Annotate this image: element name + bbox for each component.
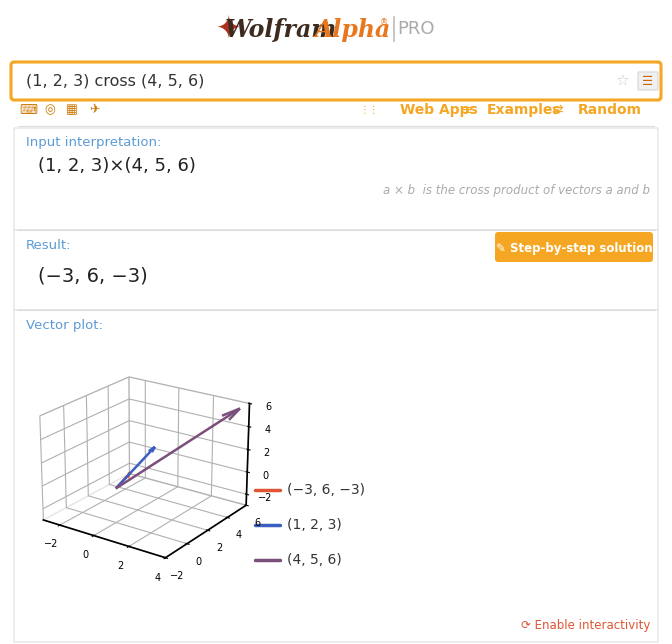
Text: (1, 2, 3): (1, 2, 3) bbox=[287, 518, 342, 532]
Text: ®: ® bbox=[380, 19, 388, 28]
Text: (4, 5, 6): (4, 5, 6) bbox=[287, 553, 342, 567]
FancyBboxPatch shape bbox=[14, 128, 658, 230]
Text: PRO: PRO bbox=[397, 20, 435, 38]
Text: Examples: Examples bbox=[487, 103, 562, 117]
Text: ☰: ☰ bbox=[642, 75, 654, 88]
FancyBboxPatch shape bbox=[14, 310, 658, 642]
Text: ⟳ Enable interactivity: ⟳ Enable interactivity bbox=[521, 620, 650, 632]
Text: ⇄: ⇄ bbox=[551, 103, 563, 117]
Text: ✎ Step-by-step solution: ✎ Step-by-step solution bbox=[496, 242, 653, 254]
Text: (1, 2, 3) cross (4, 5, 6): (1, 2, 3) cross (4, 5, 6) bbox=[26, 73, 204, 88]
Text: Wolfram: Wolfram bbox=[225, 18, 337, 42]
Text: ▦: ▦ bbox=[66, 104, 78, 117]
Text: ≡: ≡ bbox=[460, 103, 472, 117]
FancyBboxPatch shape bbox=[0, 0, 672, 58]
Text: Alpha: Alpha bbox=[315, 18, 391, 42]
Text: (−3, 6, −3): (−3, 6, −3) bbox=[38, 267, 148, 285]
Text: Vector plot:: Vector plot: bbox=[26, 319, 103, 332]
Text: Input interpretation:: Input interpretation: bbox=[26, 135, 161, 149]
Text: (1, 2, 3)×(4, 5, 6): (1, 2, 3)×(4, 5, 6) bbox=[38, 157, 196, 175]
Text: ⌨: ⌨ bbox=[19, 104, 37, 117]
Text: ☆: ☆ bbox=[615, 73, 629, 88]
Text: ✈: ✈ bbox=[90, 104, 100, 117]
Text: ⋮⋮: ⋮⋮ bbox=[360, 105, 379, 115]
Text: ◎: ◎ bbox=[44, 104, 55, 117]
Text: a × b  is the cross product of vectors a and b: a × b is the cross product of vectors a … bbox=[383, 184, 650, 196]
FancyBboxPatch shape bbox=[11, 62, 661, 100]
FancyBboxPatch shape bbox=[495, 232, 653, 262]
FancyBboxPatch shape bbox=[638, 72, 658, 90]
Text: Result:: Result: bbox=[26, 238, 71, 252]
Text: ✦: ✦ bbox=[215, 15, 241, 44]
FancyBboxPatch shape bbox=[14, 230, 658, 310]
Text: Web Apps: Web Apps bbox=[400, 103, 478, 117]
Text: Random: Random bbox=[578, 103, 642, 117]
Text: (−3, 6, −3): (−3, 6, −3) bbox=[287, 483, 365, 497]
